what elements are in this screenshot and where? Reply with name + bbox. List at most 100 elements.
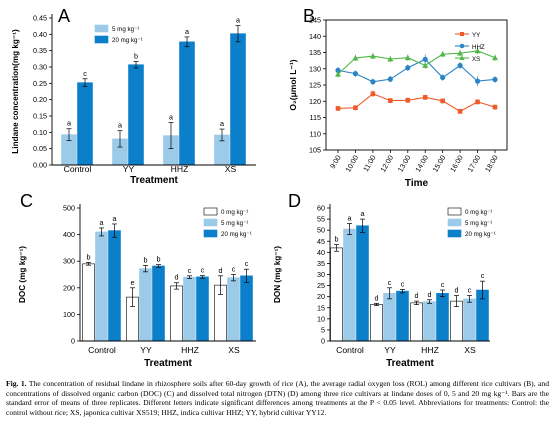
panel-a-legend-label: 5 mg kg⁻¹ <box>112 26 139 33</box>
panel-a-ytick-label: 0.20 <box>33 95 47 104</box>
panel-d-significance-letter: d <box>375 293 379 302</box>
panel-c-legend-swatch <box>203 207 218 216</box>
panel-a-category-label: XS <box>225 164 237 174</box>
panel-b-legend-marker <box>459 43 465 49</box>
panel-a-ytick-label: 0.15 <box>33 112 47 121</box>
panel-b-point <box>335 67 341 73</box>
panel-d-significance-letter: c <box>401 279 405 288</box>
panel-c-legend-swatch <box>203 218 218 227</box>
panel-b-point <box>457 50 464 56</box>
panel-a-ytick-label: 0.40 <box>33 30 47 39</box>
panel-a-significance-letter: a <box>185 27 189 36</box>
panel-d-ytick-label: 35 <box>317 259 325 268</box>
panel-c-significance-letter: b <box>144 255 148 264</box>
figure-caption: Fig. 1. The concentration of residual li… <box>6 379 549 418</box>
panel-d-xlabel: Treatment <box>386 358 434 369</box>
panel-b-xtick-label: 9:00 <box>328 154 343 171</box>
panel-d: D 0 5 10 15 20 25 30 35 40 45 50 55 60 DON (mg kg⁻¹) Co… <box>273 191 496 369</box>
panel-a: A 0.00 0.05 0.10 0.15 0.20 0.25 0.30 0.35 0.40 0.4… <box>11 6 256 186</box>
panel-c-bar <box>227 277 240 342</box>
panel-b-point <box>422 62 429 68</box>
panel-d-ytick-label: 5 <box>321 325 325 334</box>
panel-c-significance-letter: b <box>157 255 161 264</box>
panel-c-ytick-label: 300 <box>63 257 75 266</box>
panel-b-xtick-label: 16:00 <box>448 154 465 174</box>
panel-a-ytick-label: 0.05 <box>33 144 47 153</box>
panel-c-bar <box>82 263 95 342</box>
panel-d-ytick-label: 55 <box>317 215 325 224</box>
panel-b-point <box>370 79 376 85</box>
panel-c-bar <box>139 268 152 342</box>
panel-c-ytick-label: 0 <box>71 337 75 346</box>
panel-b-plot-frame <box>325 19 508 151</box>
panel-b-point <box>405 97 411 103</box>
panel-b-series-line <box>337 50 496 75</box>
panel-c-significance-letter: a <box>113 214 117 223</box>
panel-c-letter: C <box>20 191 33 211</box>
panel-b-point <box>457 62 463 69</box>
panel-b-point <box>369 53 376 59</box>
panel-c-ytick-label: 200 <box>63 283 75 292</box>
panel-a-ytick-label: 0.25 <box>33 79 47 88</box>
panel-d-significance-letter: a <box>348 214 352 223</box>
panel-c-bar <box>196 276 209 342</box>
panel-d-bar <box>356 225 369 342</box>
panel-d-significance-letter: c <box>388 278 392 287</box>
panel-b-point <box>440 98 445 104</box>
caption-label: Fig. 1. <box>6 379 27 388</box>
panel-b-point <box>353 105 358 111</box>
panel-a-ytick-label: 0.30 <box>33 63 47 72</box>
panel-d-significance-letter: d <box>415 291 419 300</box>
panel-d-ytick-label: 20 <box>317 292 325 301</box>
panel-b-point <box>440 74 446 81</box>
panel-b-ytick-label: 145 <box>309 16 321 25</box>
panel-b-letter: B <box>303 6 315 26</box>
panel-b-point <box>439 51 446 57</box>
panel-b-point <box>387 56 394 62</box>
panel-a-bar <box>179 41 195 166</box>
panel-a-xlabel: Treatment <box>130 175 178 186</box>
panel-b-ytick-label: 120 <box>309 97 321 106</box>
panel-c-bar <box>152 265 165 342</box>
panel-a-significance-letter: a <box>236 16 240 25</box>
panel-d-letter: D <box>288 191 301 211</box>
panel-b-point <box>475 99 480 105</box>
panel-b-point <box>404 54 411 61</box>
panel-d-legend-swatch <box>447 207 462 216</box>
panel-d-ytick-label: 0 <box>321 337 325 346</box>
panel-d-bar <box>383 293 396 342</box>
panel-d-ytick-label: 10 <box>317 314 325 323</box>
panel-b-xtick-label: 12:00 <box>378 154 395 174</box>
panel-c-legend-swatch <box>203 229 218 238</box>
panel-d-legend-label: 0 mg kg⁻¹ <box>465 209 492 216</box>
panel-a-bar <box>128 64 144 166</box>
panel-b-xtick-label: 11:00 <box>361 153 378 173</box>
caption-text: The concentration of residual lindane in… <box>6 379 549 418</box>
panel-c-significance-letter: c <box>201 266 205 275</box>
panel-a-bar <box>77 82 93 166</box>
panel-a-letter: A <box>58 6 70 26</box>
panel-c-legend-label: 20 mg kg⁻¹ <box>221 231 252 238</box>
panel-c-bar <box>108 230 121 342</box>
panel-b-ytick-label: 115 <box>310 113 321 122</box>
panel-d-bar <box>436 293 449 342</box>
panel-a-legend-label: 20 mg kg⁻¹ <box>112 37 143 44</box>
panel-b-xtick-label: 14:00 <box>413 154 430 174</box>
panel-b-point <box>492 104 498 110</box>
panel-a-significance-letter: c <box>83 69 87 78</box>
panel-c-bar <box>170 285 183 342</box>
panel-d-ytick-label: 15 <box>317 303 325 312</box>
panel-d-legend-label: 20 mg kg⁻¹ <box>465 231 496 238</box>
panel-b-point <box>387 76 393 82</box>
panel-b-ytick-label: 110 <box>310 129 321 138</box>
panel-b-point <box>352 71 359 77</box>
panel-b-legend-marker <box>459 55 465 60</box>
panel-c-significance-letter: c <box>245 259 249 268</box>
panel-d-ytick-label: 30 <box>317 270 325 279</box>
panel-c-significance-letter: d <box>175 273 179 282</box>
panel-b-series-line <box>337 58 496 83</box>
panel-b-point <box>474 78 481 84</box>
panel-a-category-label: Control <box>64 164 92 174</box>
panel-b-xtick-label: 13:00 <box>396 154 413 174</box>
panel-d-bar <box>450 300 463 342</box>
